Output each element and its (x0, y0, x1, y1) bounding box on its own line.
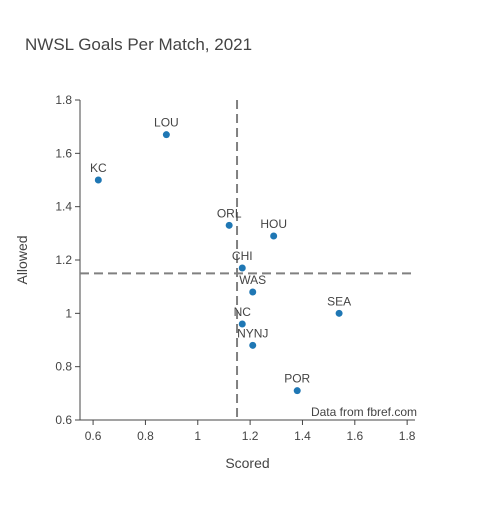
data-point-label: LOU (154, 116, 179, 130)
data-point (270, 232, 278, 240)
axes: 0.6 0.8 1 1.2 1.4 1.6 1.8 0.6 0.8 1 1.2 1.4 1.6 1.8 (55, 93, 416, 443)
source-annotation: Data from fbref.com (311, 405, 417, 419)
data-point (293, 387, 301, 395)
data-point-label: HOU (260, 217, 287, 231)
y-axis-title: Allowed (14, 235, 30, 284)
x-axis-title: Scored (225, 455, 269, 471)
y-tick-label: 1.4 (55, 200, 72, 214)
data-point (94, 176, 102, 184)
y-tick-label: 0.8 (55, 360, 72, 374)
x-tick-label: 0.6 (85, 429, 102, 443)
data-point (238, 320, 246, 328)
x-tick-label: 1.4 (294, 429, 311, 443)
x-tick-label: 1.8 (399, 429, 416, 443)
data-point (162, 131, 170, 139)
data-points: LOU KC ORL HOU CHI WAS SEA NC NYNJ POR (90, 116, 351, 395)
data-point (225, 221, 233, 229)
y-tick-label: 1.8 (55, 93, 72, 107)
data-point (249, 341, 257, 349)
data-point-label: SEA (327, 294, 351, 308)
data-point (249, 288, 257, 296)
data-point-label: CHI (232, 249, 253, 263)
data-point-label: WAS (239, 273, 266, 287)
data-point-label: KC (90, 161, 107, 175)
x-tick-label: 1.6 (346, 429, 363, 443)
x-tick-label: 0.8 (137, 429, 154, 443)
data-point-label: POR (284, 372, 310, 386)
x-tick-label: 1.2 (242, 429, 259, 443)
y-tick-label: 1.2 (55, 253, 72, 267)
data-point-label: NC (234, 305, 252, 319)
data-point (238, 264, 246, 272)
data-point (335, 309, 343, 317)
y-tick-label: 0.6 (55, 413, 72, 427)
y-tick-label: 1.6 (55, 146, 72, 160)
data-point-label: ORL (217, 206, 242, 220)
y-tick-label: 1 (65, 306, 72, 320)
data-point-label: NYNJ (237, 326, 268, 340)
reference-lines (80, 100, 415, 420)
x-tick-label: 1 (194, 429, 201, 443)
chart-title: NWSL Goals Per Match, 2021 (25, 35, 252, 54)
